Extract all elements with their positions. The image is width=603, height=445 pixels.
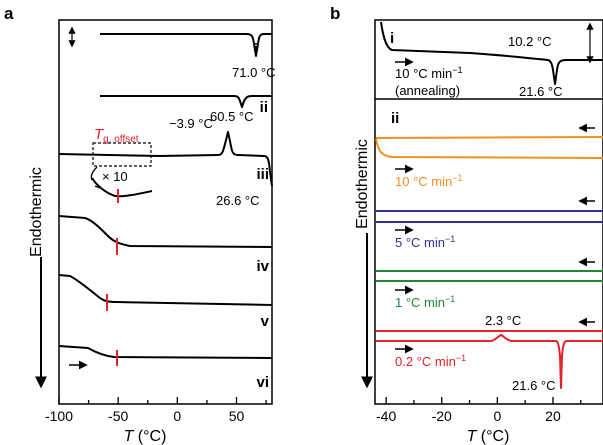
x-axis-b-tick-label: 20	[545, 408, 561, 424]
annot-magnify: × 10	[102, 169, 128, 184]
trace-label-v: v	[261, 313, 270, 330]
x-axis-b-tick-label: -40	[376, 408, 396, 424]
panel-letter-b: b	[330, 4, 340, 23]
annot-exo-iii: −3.9 °C	[169, 116, 213, 131]
trace-b-10-heat	[375, 138, 603, 159]
rate-label-b-10: 10 °C min−1	[395, 173, 462, 189]
annot-endo-iii: 26.6 °C	[216, 193, 260, 208]
rate-label-b-i: 10 °C min−1	[395, 65, 462, 81]
trace-b-i	[380, 21, 603, 85]
annealing-note: (annealing)	[395, 83, 460, 98]
annot-b-red-dip: 21.6 °C	[512, 378, 556, 393]
rate-label-b-5: 5 °C min−1	[395, 234, 455, 250]
plot-frame-a	[58, 19, 273, 405]
plot-frame-b	[374, 19, 603, 405]
annot-b-i-left: 10.2 °C	[508, 34, 552, 49]
x-axis-ticks-b: -40 -20 0 20	[376, 397, 582, 424]
x-axis-ticks-a: -100 -50 0 50	[45, 397, 267, 424]
trace-a-ii	[100, 95, 272, 108]
trace-a-i	[100, 33, 272, 57]
group-label-b-ii: ii	[391, 110, 399, 127]
inset-trace-iii	[91, 177, 153, 198]
trace-label-iv: iv	[256, 258, 269, 275]
trace-label-ii: ii	[260, 99, 268, 116]
panel-b: b Endothermic i 10 °C min−1 (annealing) …	[330, 4, 603, 445]
rate-label-b-1: 1 °C min−1	[395, 294, 455, 310]
trace-label-iii: iii	[256, 166, 269, 183]
trace-label-b-i: i	[390, 30, 394, 47]
x-axis-b-tick-label: -20	[432, 408, 452, 424]
trace-b-02-heat	[376, 334, 603, 389]
trace-label-i: i	[254, 41, 258, 58]
trace-a-vi	[58, 345, 273, 359]
x-axis-b-tick-label: 0	[493, 408, 501, 424]
x-axis-a-tick-label: 0	[173, 408, 181, 424]
tg-offset-box	[92, 142, 152, 167]
x-axis-a-tick-label: -50	[108, 408, 128, 424]
x-axis-a-tick-label: -100	[45, 408, 73, 424]
x-axis-a-tick-label: 50	[229, 408, 245, 424]
magnify-bracket	[90, 166, 101, 189]
annot-tg-offset: Tg, offset	[94, 126, 139, 145]
rate-label-b-02: 0.2 °C min−1	[395, 353, 466, 369]
annot-peak-i: 71.0 °C	[232, 65, 276, 80]
x-axis-label-a: T (°C)	[124, 428, 167, 445]
trace-label-vi: vi	[256, 374, 269, 391]
annot-peak-ii: 60.5 °C	[210, 109, 254, 124]
x-axis-label-b: T (°C)	[467, 428, 510, 445]
trace-a-iii	[58, 131, 273, 187]
panel-a: a Endothermic 71.0 °C 60.5 °C −3.9 °C 26…	[4, 4, 276, 445]
panel-letter-a: a	[4, 4, 14, 23]
annot-b-red-peak: 2.3 °C	[485, 313, 521, 328]
trace-a-v	[58, 274, 273, 306]
trace-a-iv	[58, 215, 273, 248]
y-axis-label-b: Endothermic	[354, 139, 371, 229]
trace-b-10-cool	[375, 136, 603, 139]
y-axis-label-a: Endothermic	[28, 167, 45, 257]
annot-b-i-right: 21.6 °C	[519, 84, 563, 99]
